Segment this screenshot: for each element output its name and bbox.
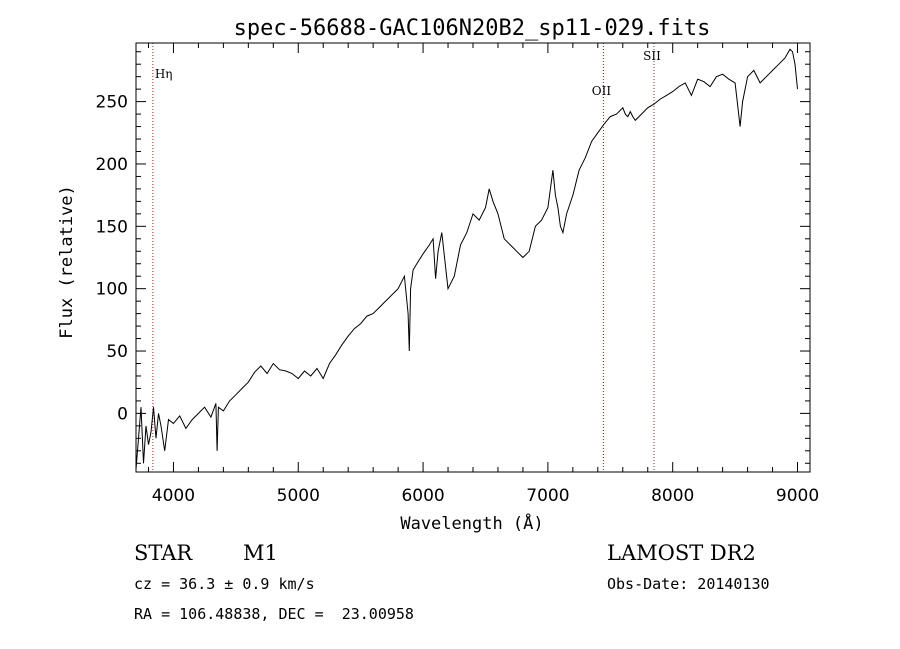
emission-line-markers: Hη OII SII	[152, 43, 661, 472]
chart-title: spec-56688-GAC106N20B2_sp11-029.fits	[234, 16, 711, 41]
line-marker-label: Hη	[155, 67, 173, 81]
line-marker-label: SII	[643, 49, 661, 63]
observation-date: Obs-Date: 20140130	[607, 575, 770, 593]
x-tick-label: 7000	[526, 486, 569, 506]
x-tick-label: 6000	[401, 486, 444, 506]
y-tick-label: 50	[106, 342, 128, 362]
y-axis-label: Flux (relative)	[57, 185, 77, 339]
y-tick-label: 0	[117, 404, 128, 424]
plot-area: Hη OII SII 4000 5000 6000 7000 8000 9000 0 50 100 1…	[96, 42, 819, 506]
plot-frame	[135, 42, 811, 473]
y-tick-label: 150	[96, 217, 128, 237]
survey-name: LAMOST DR2	[607, 541, 756, 565]
object-subclass: M1	[243, 541, 278, 565]
y-tick-label: 200	[96, 155, 128, 175]
redshift-cz: cz = 36.3 ± 0.9 km/s	[134, 575, 315, 593]
x-tick-label: 8000	[651, 486, 694, 506]
spectrum-series-line	[135, 48, 798, 470]
spectrum-info: STAR M1 LAMOST DR2 cz = 36.3 ± 0.9 km/s …	[134, 541, 770, 623]
line-marker-label: OII	[592, 84, 612, 98]
coordinates: RA = 106.48838, DEC = 23.00958	[134, 605, 414, 623]
x-axis-label: Wavelength (Å)	[400, 512, 543, 534]
x-tick-label: 5000	[277, 486, 320, 506]
object-class: STAR	[134, 541, 193, 565]
x-tick-label: 9000	[776, 486, 819, 506]
x-tick-label: 4000	[152, 486, 195, 506]
y-tick-label: 100	[96, 280, 128, 300]
y-tick-label: 250	[96, 93, 128, 113]
axis-ticks: 4000 5000 6000 7000 8000 9000 0 50 100 150 200 250	[96, 43, 819, 506]
